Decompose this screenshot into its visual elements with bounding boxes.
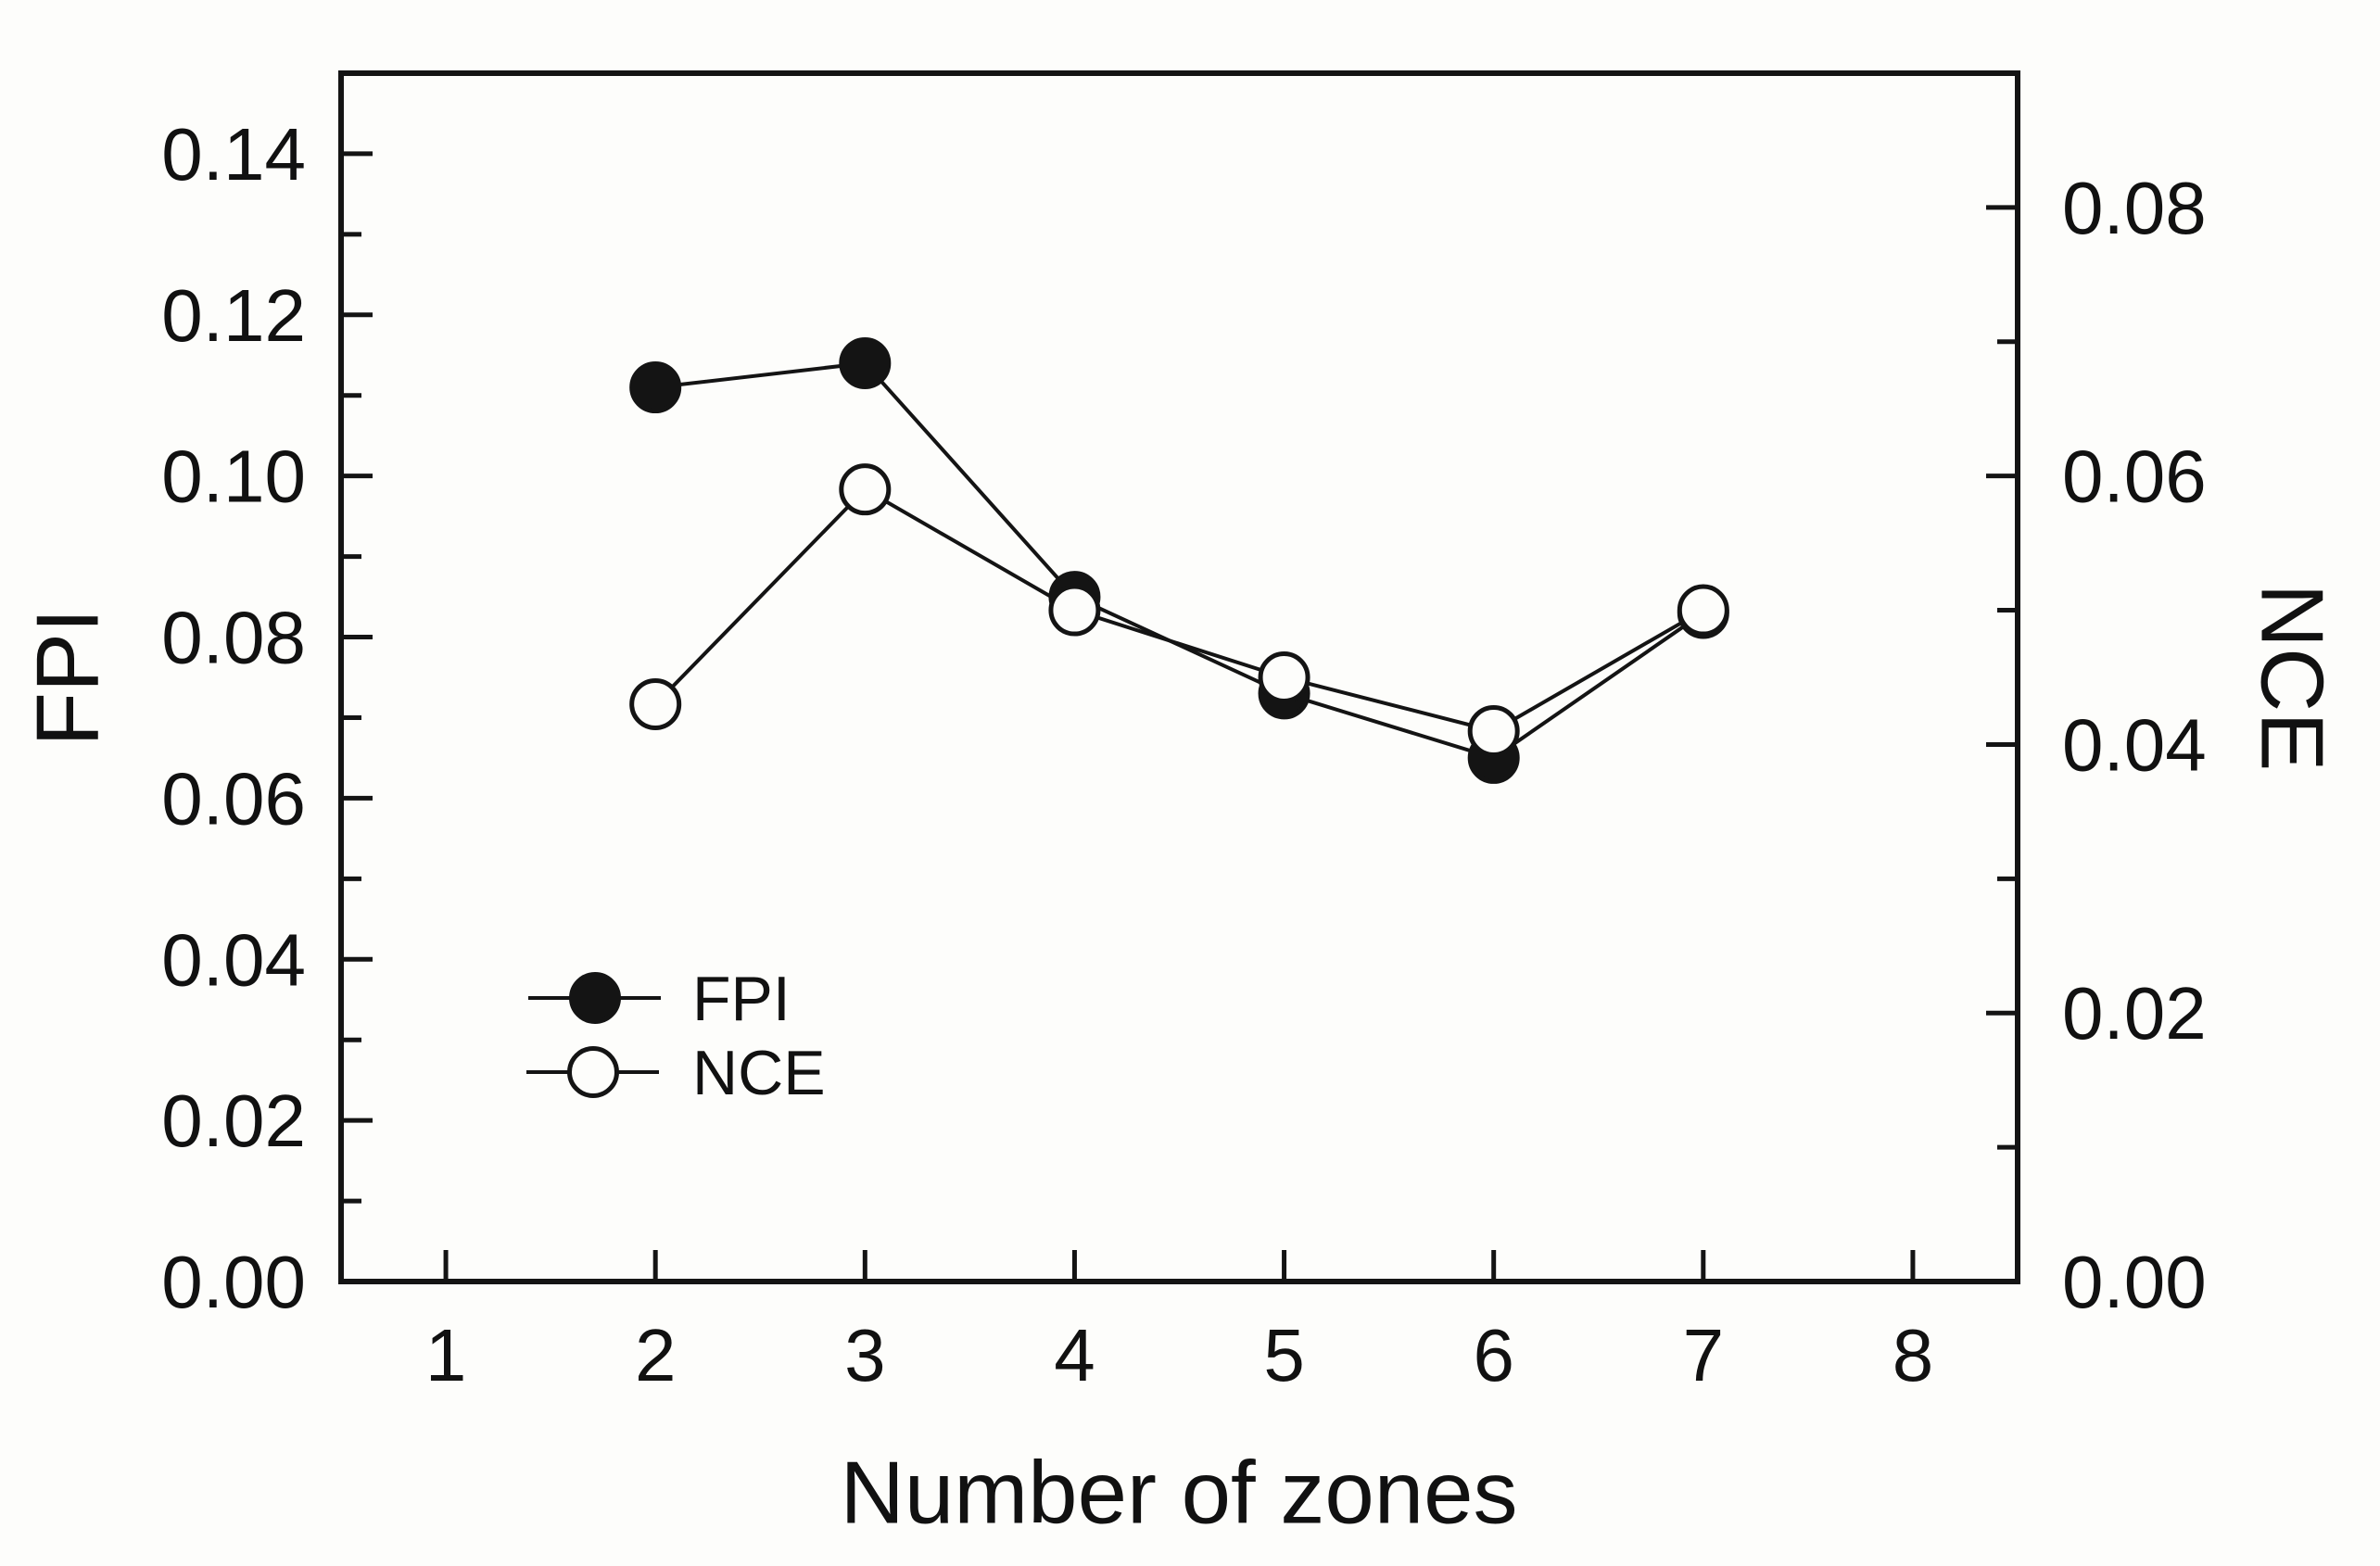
y-left-tick-label: 0.04	[161, 918, 306, 1001]
x-tick-label: 4	[1054, 1314, 1095, 1396]
nce-marker	[839, 463, 892, 516]
legend-fpi-label: FPI	[692, 964, 791, 1034]
y-right-tick-label: 0.02	[2062, 972, 2207, 1055]
legend-nce-marker-icon	[567, 1046, 619, 1098]
nce-marker	[1258, 651, 1310, 703]
plot-area-border	[338, 70, 2020, 1284]
x-tick-label: 3	[844, 1314, 886, 1396]
y-axis-left-title: FPI	[19, 608, 118, 746]
legend: FPI NCE	[526, 964, 826, 1108]
fpi-marker	[839, 336, 892, 389]
y-right-tick-label: 0.08	[2062, 167, 2207, 249]
legend-fpi-marker-icon	[569, 972, 621, 1024]
y-left-tick-label: 0.02	[161, 1080, 306, 1162]
y-left-tick-label: 0.14	[161, 113, 306, 196]
nce-marker	[629, 677, 682, 730]
nce-marker	[1048, 584, 1101, 637]
x-tick-label: 1	[425, 1314, 467, 1396]
nce-marker	[1467, 704, 1520, 757]
y-right-tick-label: 0.06	[2062, 436, 2207, 518]
x-tick-label: 6	[1473, 1314, 1514, 1396]
y-left-tick-label: 0.00	[161, 1241, 306, 1323]
y-right-tick-label: 0.00	[2062, 1241, 2207, 1323]
y-left-tick-label: 0.06	[161, 757, 306, 840]
x-tick-label: 8	[1893, 1314, 1934, 1396]
y-left-tick-label: 0.10	[161, 436, 306, 518]
y-left-tick-label: 0.12	[161, 274, 306, 357]
nce-marker	[1677, 584, 1729, 637]
x-axis-title: Number of zones	[840, 1444, 1517, 1543]
nce-line	[653, 486, 1704, 734]
legend-nce-label: NCE	[692, 1038, 826, 1108]
x-tick-label: 5	[1263, 1314, 1305, 1396]
y-left-tick-label: 0.08	[161, 597, 306, 679]
x-tick-label: 7	[1683, 1314, 1725, 1396]
fpi-marker	[629, 361, 682, 414]
ticks-layer: 0.00 0.02 0.04 0.06 0.08 0.10 0.12 0.14 0.00 0.02…	[161, 113, 2206, 1396]
y-right-tick-label: 0.04	[2062, 703, 2207, 786]
y-axis-right-title: NCE	[2242, 584, 2341, 772]
fpi-line	[654, 360, 1704, 761]
series-layer	[629, 336, 1729, 784]
x-tick-label: 2	[635, 1314, 677, 1396]
